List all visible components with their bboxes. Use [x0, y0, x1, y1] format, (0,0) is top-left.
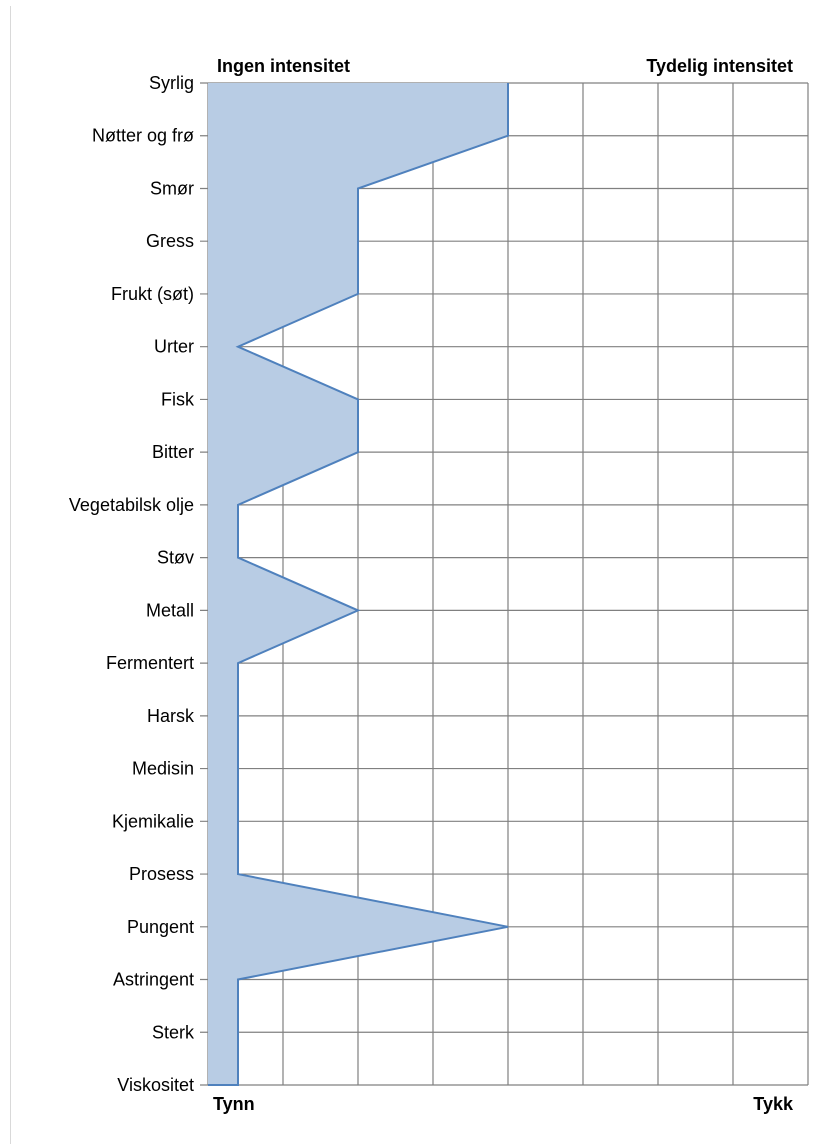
category-label: Frukt (søt): [111, 284, 194, 304]
category-label: Nøtter og frø: [92, 126, 194, 146]
category-label: Kjemikalie: [112, 811, 194, 831]
category-label: Vegetabilsk olje: [69, 495, 194, 515]
category-label: Sterk: [152, 1022, 195, 1042]
category-label: Medisin: [132, 759, 194, 779]
category-label: Bitter: [152, 442, 194, 462]
category-label: Smør: [150, 178, 194, 198]
category-label: Syrlig: [149, 73, 194, 93]
category-label: Astringent: [113, 970, 194, 990]
category-label: Prosess: [129, 864, 194, 884]
category-label: Støv: [157, 548, 194, 568]
category-label: Fermentert: [106, 653, 194, 673]
category-labels: Syrlig Nøtter og frø Smør Gress Frukt (søt) U…: [69, 73, 195, 1095]
category-label: Gress: [146, 231, 194, 251]
top-left-label: Ingen intensitet: [217, 56, 350, 76]
category-label: Viskositet: [117, 1075, 194, 1095]
category-label: Fisk: [161, 389, 195, 409]
bottom-right-label: Tykk: [753, 1094, 794, 1114]
area-outline: [208, 83, 509, 1086]
category-label: Metall: [146, 600, 194, 620]
category-label: Urter: [154, 337, 194, 357]
bottom-left-label: Tynn: [213, 1094, 255, 1114]
category-label: Pungent: [127, 917, 194, 937]
area-layer: [208, 82, 509, 1086]
top-right-label: Tydelig intensitet: [646, 56, 793, 76]
category-label: Harsk: [147, 706, 195, 726]
